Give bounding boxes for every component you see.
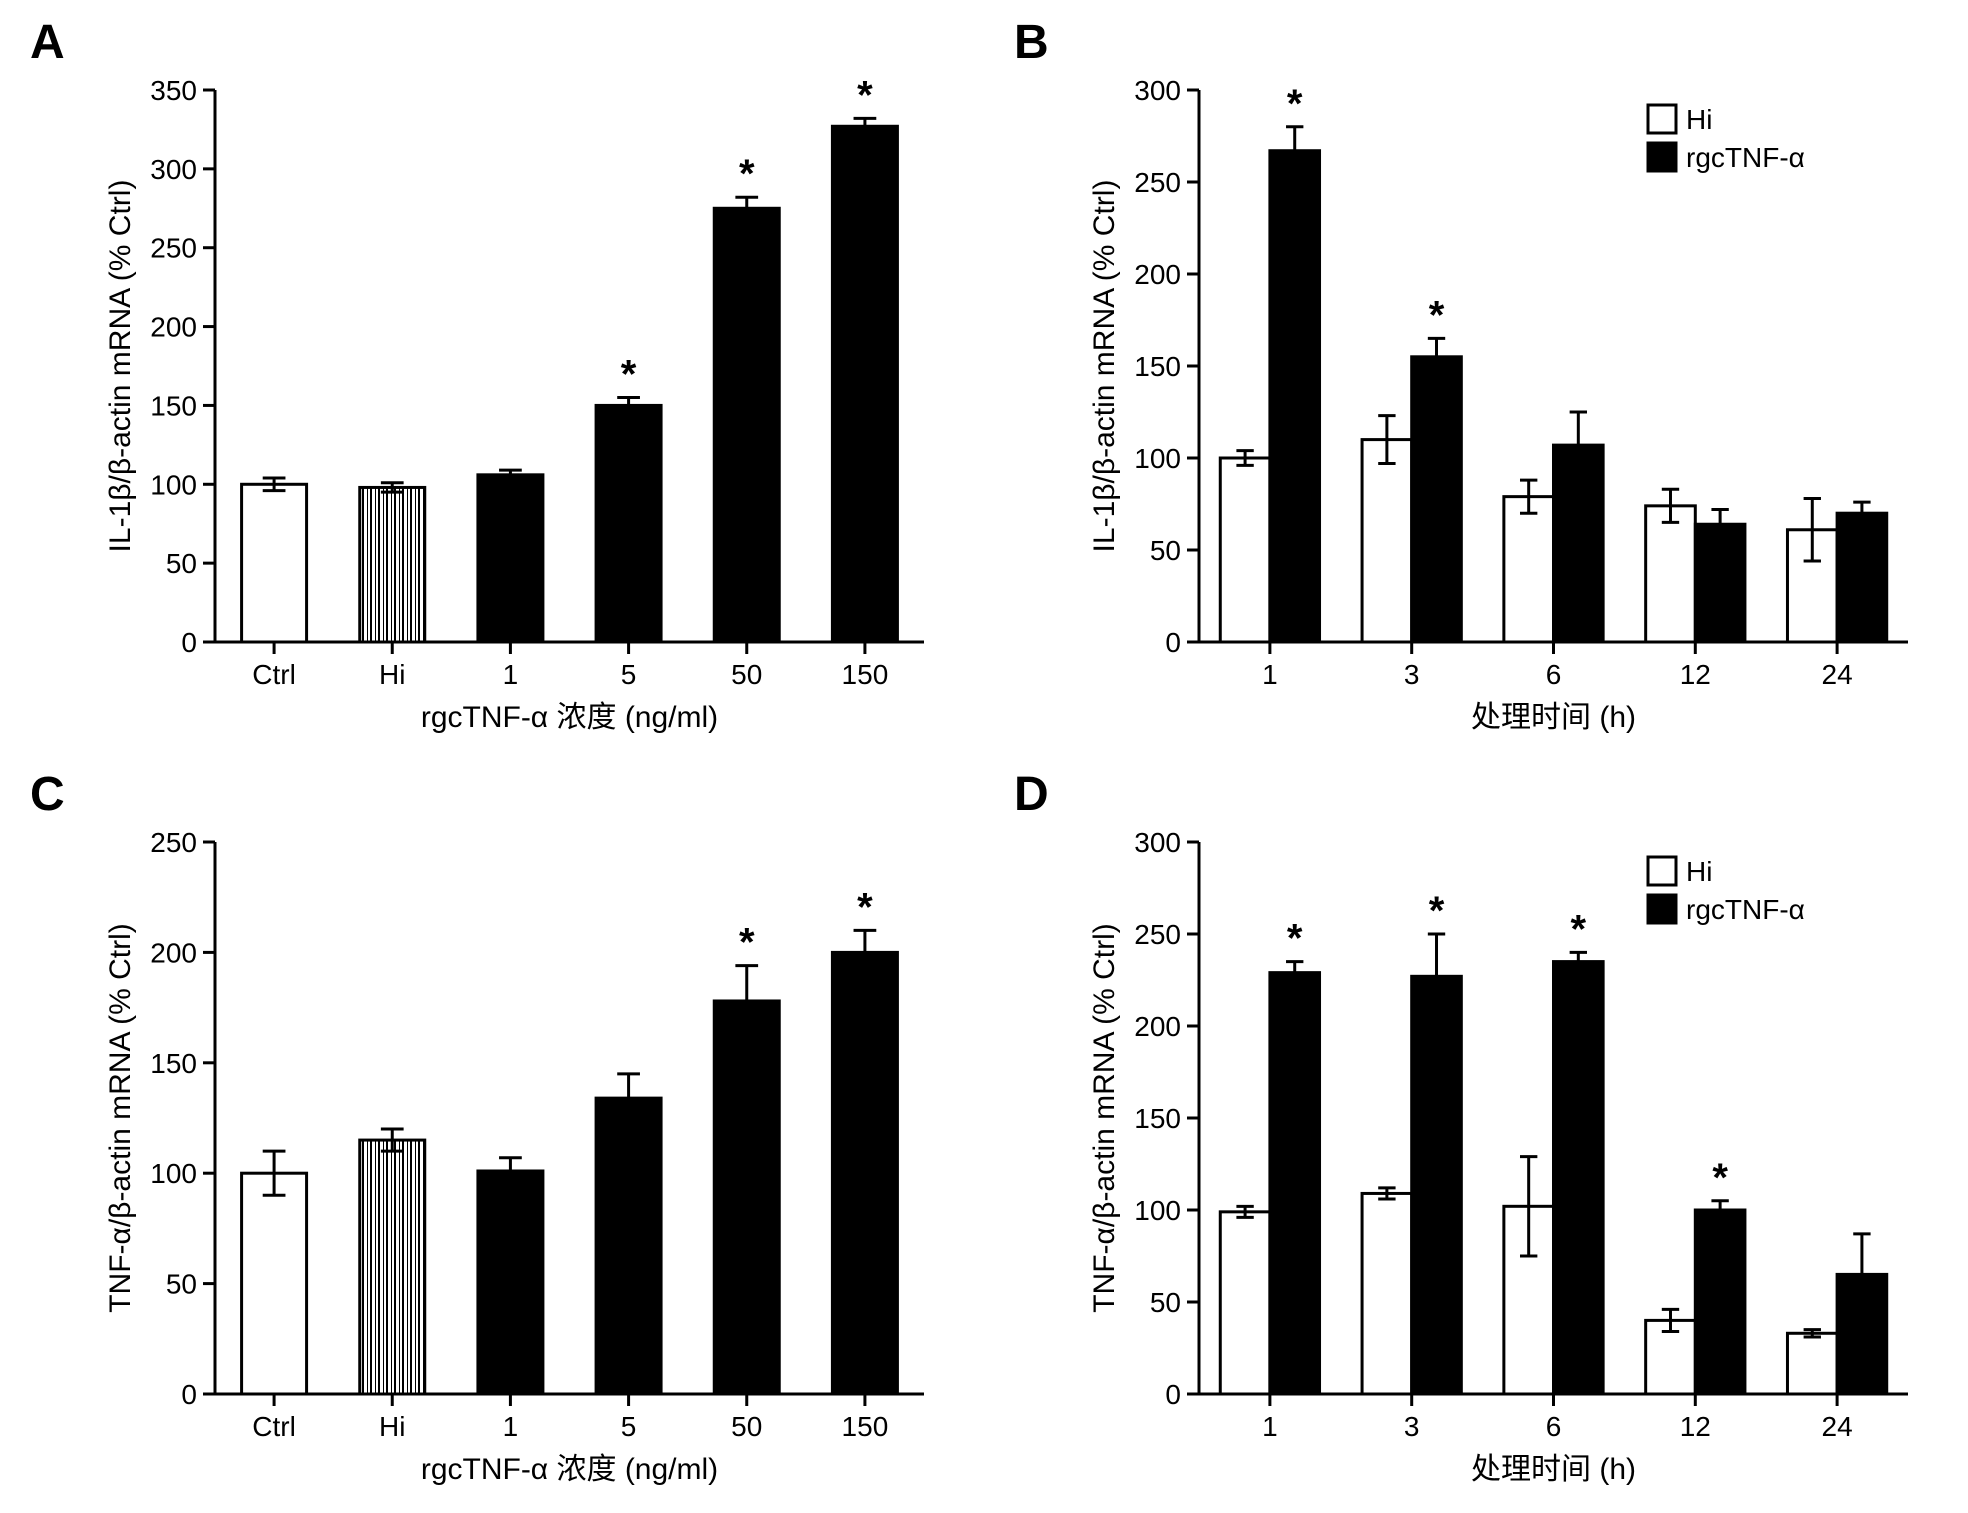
svg-text:50: 50 — [731, 659, 762, 690]
svg-text:1: 1 — [503, 659, 519, 690]
svg-text:*: * — [1429, 293, 1445, 337]
svg-text:250: 250 — [150, 233, 197, 264]
svg-text:100: 100 — [150, 469, 197, 500]
svg-text:rgcTNF-α 浓度 (ng/ml): rgcTNF-α 浓度 (ng/ml) — [421, 701, 718, 734]
svg-text:Hi: Hi — [379, 1411, 405, 1442]
svg-text:250: 250 — [150, 827, 197, 858]
svg-text:300: 300 — [1134, 827, 1181, 858]
svg-text:6: 6 — [1546, 1411, 1562, 1442]
svg-text:3: 3 — [1404, 1411, 1420, 1442]
chart-a: 050100150200250300350IL-1β/β-actin mRNA … — [95, 70, 944, 742]
svg-text:12: 12 — [1680, 1411, 1711, 1442]
chart-c: 050100150200250TNF-α/β-actin mRNA (% Ctr… — [95, 822, 944, 1494]
chart-b: 0 50 100 150 200 250 300 IL-1β/β-actin mRNA (% … — [1079, 70, 1928, 742]
svg-text:*: * — [739, 920, 755, 964]
svg-text:5: 5 — [621, 1411, 637, 1442]
svg-text:TNF-α/β-actin mRNA (% Ctrl): TNF-α/β-actin mRNA (% Ctrl) — [104, 923, 137, 1313]
svg-text:*: * — [621, 353, 637, 397]
svg-text:250: 250 — [1134, 919, 1181, 950]
chart-d: 0 50 100 150 200 250 300 TNF-α/β-actin mRNA (% … — [1079, 822, 1928, 1494]
svg-text:24: 24 — [1822, 659, 1853, 690]
panel-b: B 050100150200250300IL-1β/β-actin mRNA (… — [1004, 20, 1948, 742]
svg-text:Hi: Hi — [1686, 856, 1712, 887]
svg-text:rgcTNF-α 浓度 (ng/ml): rgcTNF-α 浓度 (ng/ml) — [421, 1453, 718, 1486]
svg-text:*: * — [857, 73, 873, 117]
svg-text:100: 100 — [1134, 443, 1181, 474]
svg-text:250: 250 — [1134, 167, 1181, 198]
svg-text:300: 300 — [1134, 75, 1181, 106]
svg-text:rgcTNF-α: rgcTNF-α — [1686, 894, 1805, 925]
svg-text:TNF-α/β-actin mRNA (% Ctrl): TNF-α/β-actin mRNA (% Ctrl) — [1088, 923, 1121, 1313]
figure-grid: A 050100150200250300350IL-1β/β-actin mRN… — [20, 20, 1948, 1493]
svg-text:1: 1 — [1262, 1411, 1278, 1442]
svg-text:50: 50 — [1150, 1287, 1181, 1318]
svg-text:150: 150 — [150, 390, 197, 421]
svg-text:*: * — [1429, 889, 1445, 933]
svg-text:*: * — [1712, 1155, 1728, 1199]
svg-text:300: 300 — [150, 154, 197, 185]
svg-text:*: * — [857, 885, 873, 929]
svg-text:IL-1β/β-actin mRNA (% Ctrl): IL-1β/β-actin mRNA (% Ctrl) — [1088, 180, 1121, 553]
svg-text:Ctrl: Ctrl — [252, 659, 296, 690]
svg-text:50: 50 — [1150, 535, 1181, 566]
svg-text:Hi: Hi — [1686, 104, 1712, 135]
svg-text:*: * — [739, 152, 755, 196]
panel-c: C 050100150200250TNF-α/β-actin mRNA (% C… — [20, 772, 964, 1494]
svg-text:5: 5 — [621, 659, 637, 690]
svg-text:0: 0 — [181, 627, 197, 658]
svg-text:150: 150 — [150, 1047, 197, 1078]
panel-letter-c: C — [30, 767, 65, 822]
svg-text:处理时间 (h): 处理时间 (h) — [1471, 701, 1636, 734]
svg-text:*: * — [1571, 907, 1587, 951]
panel-letter-d: D — [1014, 767, 1049, 822]
svg-text:350: 350 — [150, 75, 197, 106]
svg-text:0: 0 — [1165, 627, 1181, 658]
svg-text:150: 150 — [842, 1411, 889, 1442]
svg-text:150: 150 — [1134, 1103, 1181, 1134]
svg-text:处理时间 (h): 处理时间 (h) — [1471, 1453, 1636, 1486]
svg-text:Hi: Hi — [379, 659, 405, 690]
svg-text:1: 1 — [503, 1411, 519, 1442]
svg-text:100: 100 — [150, 1158, 197, 1189]
svg-text:200: 200 — [1134, 1011, 1181, 1042]
svg-text:6: 6 — [1546, 659, 1562, 690]
svg-text:rgcTNF-α: rgcTNF-α — [1686, 142, 1805, 173]
svg-text:200: 200 — [150, 937, 197, 968]
svg-text:24: 24 — [1822, 1411, 1853, 1442]
svg-text:3: 3 — [1404, 659, 1420, 690]
svg-text:1: 1 — [1262, 659, 1278, 690]
panel-letter-a: A — [30, 15, 65, 70]
svg-text:0: 0 — [181, 1379, 197, 1410]
svg-text:150: 150 — [1134, 351, 1181, 382]
svg-text:*: * — [1287, 916, 1303, 960]
panel-d: D 050100150200250300TNF-α/β-actin mRNA (… — [1004, 772, 1948, 1494]
svg-text:IL-1β/β-actin mRNA (% Ctrl): IL-1β/β-actin mRNA (% Ctrl) — [104, 180, 137, 553]
svg-text:50: 50 — [166, 548, 197, 579]
svg-text:12: 12 — [1680, 659, 1711, 690]
svg-text:50: 50 — [731, 1411, 762, 1442]
svg-text:150: 150 — [842, 659, 889, 690]
svg-text:Ctrl: Ctrl — [252, 1411, 296, 1442]
svg-text:50: 50 — [166, 1268, 197, 1299]
panel-a: A 050100150200250300350IL-1β/β-actin mRN… — [20, 20, 964, 742]
svg-text:*: * — [1287, 82, 1303, 126]
svg-text:200: 200 — [150, 312, 197, 343]
svg-text:0: 0 — [1165, 1379, 1181, 1410]
svg-text:200: 200 — [1134, 259, 1181, 290]
panel-letter-b: B — [1014, 15, 1049, 70]
svg-text:100: 100 — [1134, 1195, 1181, 1226]
